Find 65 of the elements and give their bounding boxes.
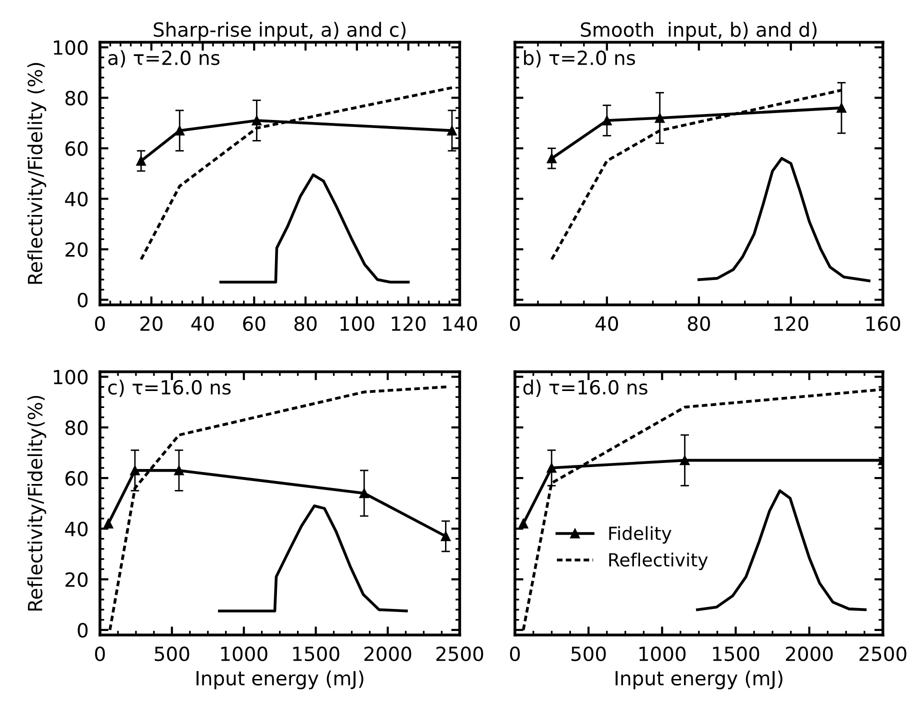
x-tick-label: 20	[140, 316, 162, 331]
point	[359, 488, 370, 498]
y-tick-label: 0	[78, 622, 88, 638]
point	[836, 103, 846, 113]
point	[136, 156, 146, 166]
y-tick-label: 20	[66, 242, 88, 257]
x-tick-label: 500	[571, 646, 606, 662]
x-tick-label: 2500	[436, 646, 484, 662]
x-axis-title: Input energy (mJ)	[196, 670, 364, 690]
x-tick-label: 1500	[293, 646, 340, 662]
annotation: a) τ=2.0 ns	[108, 50, 220, 68]
x-tick-label: 0	[510, 646, 520, 662]
legend-label: Reflectivity	[609, 552, 708, 570]
x-tick-label: 80	[294, 316, 317, 331]
chart-title: Sharp-rise input, a) and c)	[154, 22, 406, 41]
y-tick-label: 40	[65, 522, 88, 536]
x-tick-label: 2000	[364, 646, 412, 662]
annotation: b) τ=2.0 ns	[524, 50, 636, 68]
x-tick-label: 0	[510, 316, 520, 331]
y-tick-label: 60	[65, 141, 88, 156]
point	[440, 531, 451, 542]
point	[174, 466, 184, 476]
x-tick-label: 40	[191, 316, 214, 331]
line-series	[218, 504, 408, 612]
x-axis-title: Input energy (mJ)	[616, 670, 782, 690]
x-tick-label: 500	[154, 646, 190, 662]
point	[654, 113, 665, 123]
annotation: d) τ=16.0 ns	[523, 380, 648, 397]
y-tick-label: 20	[66, 572, 88, 587]
line-series	[219, 173, 410, 284]
x-tick-label: 140	[443, 316, 477, 331]
point	[546, 154, 557, 164]
point	[602, 116, 612, 126]
x-tick-label: 120	[774, 316, 808, 331]
y-tick-label: 0	[78, 292, 88, 308]
x-tick-label: 100	[340, 316, 374, 331]
point	[447, 126, 457, 136]
x-tick-label: 1500	[713, 646, 760, 662]
x-tick-label: 80	[688, 316, 710, 331]
x-tick-label: 1000	[640, 646, 686, 662]
x-tick-label: 40	[595, 316, 618, 331]
y-tick-label: 80	[65, 90, 88, 106]
x-tick-label: 2000	[786, 646, 833, 662]
x-tick-label: 0	[95, 316, 105, 331]
y-tick-label: 80	[65, 420, 88, 436]
y-axis-title: Reflectivity/Fidelity (%)	[27, 63, 46, 284]
x-tick-label: 1000	[221, 646, 268, 662]
line-series	[140, 86, 454, 261]
x-tick-label: 60	[243, 316, 266, 331]
point	[174, 126, 184, 136]
point	[130, 466, 140, 476]
chart-title: Smooth input, b) and d)	[580, 22, 817, 41]
y-tick-label: 100	[54, 370, 88, 384]
x-tick-label: 160	[866, 316, 900, 331]
y-tick-label: 100	[54, 40, 88, 55]
point	[252, 116, 262, 126]
annotation: c) τ=16.0 ns	[108, 380, 231, 397]
y-tick-label: 40	[65, 192, 88, 206]
point	[103, 518, 114, 528]
legend-label: Fidelity	[609, 526, 672, 544]
x-tick-label: 2500	[860, 646, 906, 662]
x-tick-label: 120	[392, 316, 426, 331]
y-tick-label: 60	[65, 471, 88, 486]
y-axis-title: Reflectivity/Fidelity(%)	[27, 396, 46, 611]
x-tick-label: 0	[95, 646, 105, 662]
